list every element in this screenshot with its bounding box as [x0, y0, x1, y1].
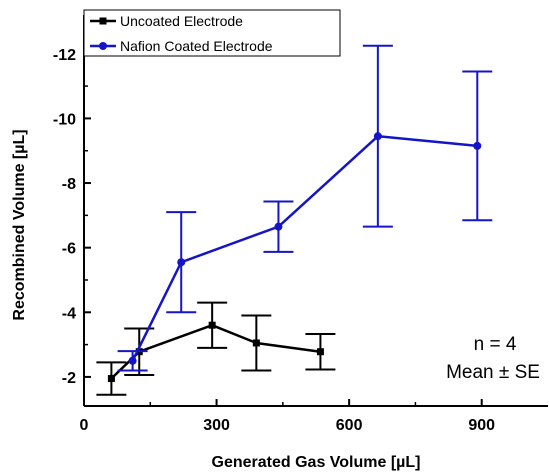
x-tick-label: 0 [80, 417, 89, 434]
axes-layer [83, 15, 548, 407]
x-tick-label: 600 [336, 417, 363, 434]
data-point [473, 141, 482, 150]
legend-box [83, 9, 341, 57]
data-point [128, 356, 137, 365]
annotation-mean-se: Mean ± SE [446, 362, 540, 383]
series-line [131, 134, 478, 362]
data-point [316, 348, 324, 356]
x-tick-label: 300 [203, 417, 230, 434]
y-axis-title: Recombined Volume [µL] [11, 129, 28, 320]
data-point [208, 321, 216, 329]
legend-label-uncoated: Uncoated Electrode [120, 13, 243, 29]
x-tick-label: 900 [468, 417, 495, 434]
plot-layer [96, 44, 493, 396]
legend: Uncoated Electrode Nafion Coated Electro… [83, 9, 341, 57]
data-point [274, 222, 283, 231]
ticks-layer: 0 300 600 900 -2 -4 -6 -8 -10 -12 [53, 20, 495, 434]
y-tick-label: -10 [53, 111, 76, 128]
y-tick-label: -4 [62, 305, 76, 322]
data-point [177, 258, 186, 267]
legend-marker-uncoated [99, 17, 107, 25]
series-0 [96, 301, 336, 396]
legend-label-nafion: Nafion Coated Electrode [120, 38, 273, 54]
series-1 [117, 44, 493, 372]
x-axis-title: Generated Gas Volume [µL] [212, 454, 421, 471]
data-point [252, 339, 260, 347]
y-tick-label: -2 [62, 370, 76, 387]
y-tick-label: -8 [62, 176, 76, 193]
y-tick-label: -12 [53, 47, 76, 64]
y-tick-label: -6 [62, 241, 76, 258]
annotation-n: n = 4 [474, 334, 517, 355]
data-point [107, 375, 115, 383]
legend-marker-nafion [99, 42, 107, 50]
data-point [373, 132, 382, 141]
